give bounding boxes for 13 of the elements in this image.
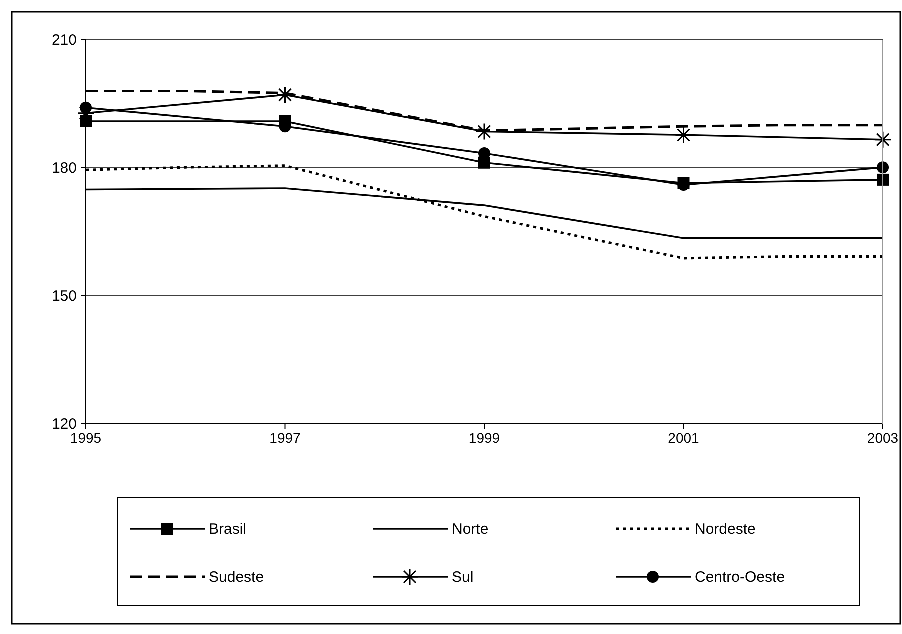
x-tick-label: 2003 xyxy=(867,430,899,446)
y-tick-label: 180 xyxy=(52,160,77,177)
x-tick-label: 1999 xyxy=(468,430,500,446)
legend-label: Nordeste xyxy=(695,521,756,538)
y-tick-label: 210 xyxy=(52,32,77,49)
legend-label: Sudeste xyxy=(209,569,264,586)
legend-label: Centro-Oeste xyxy=(695,569,786,586)
x-tick-label: 1997 xyxy=(270,430,302,446)
legend-label: Brasil xyxy=(209,521,247,538)
x-tick-label: 2001 xyxy=(668,430,700,446)
legend-label: Sul xyxy=(452,569,474,586)
y-tick-label: 150 xyxy=(52,288,77,305)
legend-label: Norte xyxy=(452,521,489,538)
